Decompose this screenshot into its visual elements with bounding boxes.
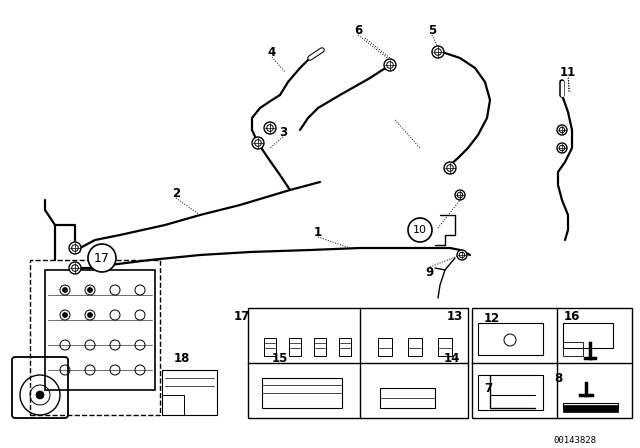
Bar (378, 338, 392, 356)
Bar (289, 338, 301, 356)
Circle shape (69, 262, 81, 274)
Text: 13: 13 (447, 310, 463, 323)
Bar (478, 375, 543, 410)
Text: 16: 16 (564, 310, 580, 323)
Circle shape (557, 143, 567, 153)
Circle shape (36, 391, 44, 399)
Circle shape (88, 288, 93, 293)
Text: 3: 3 (279, 125, 287, 138)
Text: 18: 18 (174, 352, 190, 365)
Circle shape (444, 162, 456, 174)
Circle shape (460, 252, 465, 258)
Bar (478, 323, 543, 355)
Circle shape (255, 140, 261, 146)
Circle shape (387, 62, 394, 68)
Circle shape (63, 288, 67, 293)
Bar (314, 338, 326, 356)
Bar (438, 338, 452, 356)
Bar (339, 338, 351, 356)
Text: 14: 14 (444, 352, 460, 365)
Circle shape (72, 245, 78, 251)
Circle shape (267, 125, 273, 131)
Circle shape (88, 244, 116, 272)
Bar (472, 308, 632, 418)
Text: 12: 12 (484, 311, 500, 324)
Text: 6: 6 (354, 23, 362, 36)
Bar (380, 388, 435, 408)
Text: 9: 9 (426, 266, 434, 279)
Bar (45, 270, 155, 390)
Circle shape (72, 265, 78, 271)
Text: 10: 10 (413, 225, 427, 235)
Text: 17: 17 (94, 251, 110, 264)
Bar (563, 403, 618, 408)
Circle shape (264, 122, 276, 134)
Text: 15: 15 (272, 352, 288, 365)
Circle shape (88, 313, 93, 318)
Text: 11: 11 (560, 65, 576, 78)
Bar (30, 260, 160, 415)
Bar (563, 405, 618, 412)
Bar (408, 338, 422, 356)
Text: 5: 5 (428, 23, 436, 36)
Text: 00143828: 00143828 (554, 435, 596, 444)
Bar (563, 323, 613, 348)
Circle shape (63, 313, 67, 318)
Circle shape (557, 125, 567, 135)
Bar (262, 378, 342, 408)
Circle shape (457, 192, 463, 198)
Bar (162, 395, 184, 415)
Circle shape (408, 218, 432, 242)
Bar (563, 342, 583, 356)
Text: 2: 2 (172, 186, 180, 199)
Circle shape (559, 145, 564, 151)
Circle shape (435, 49, 442, 55)
Circle shape (384, 59, 396, 71)
Text: 17: 17 (234, 310, 250, 323)
Circle shape (559, 127, 564, 133)
Bar (264, 338, 276, 356)
Circle shape (457, 250, 467, 260)
Bar (162, 370, 217, 415)
Text: 8: 8 (554, 371, 562, 384)
Bar (248, 308, 468, 418)
Text: 7: 7 (484, 382, 492, 395)
Circle shape (252, 137, 264, 149)
Text: 4: 4 (268, 46, 276, 59)
Circle shape (432, 46, 444, 58)
Circle shape (455, 190, 465, 200)
Text: 1: 1 (314, 225, 322, 238)
Circle shape (447, 165, 453, 171)
Circle shape (69, 242, 81, 254)
